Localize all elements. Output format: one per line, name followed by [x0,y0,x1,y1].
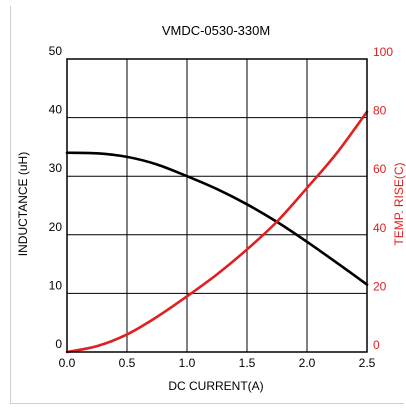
x-axis-label: DC CURRENT(A) [168,379,263,393]
plot-border [66,58,368,353]
x-tick-label: 1.5 [239,356,256,370]
x-tick-label: 2.0 [299,356,316,370]
x-tick-label: 1.0 [179,356,196,370]
y-right-tick-label: 0 [373,338,380,352]
y-right-tick-label: 100 [373,45,393,59]
x-tick-label: 0.0 [59,356,76,370]
chart-title: VMDC-0530-330M [162,23,270,38]
y-right-tick-label: 20 [373,279,387,293]
tick-labels: 0.0 0.5 1.0 1.5 2.0 2.5 0 10 20 30 40 50 0 20 40 60 80 10… [49,44,394,370]
y-axis-right-label: TEMP. RISE(C) [392,162,406,245]
x-tick-label: 0.5 [119,356,136,370]
chart-frame [10,6,404,404]
temp-rise-series-line [65,110,369,354]
y-left-tick-label: 10 [49,278,63,292]
y-left-tick-label: 50 [49,44,63,58]
grid [67,59,367,352]
y-left-tick-label: 20 [49,220,63,234]
y-left-tick-label: 30 [49,161,63,175]
y-right-tick-label: 60 [373,162,387,176]
y-left-tick-label: 40 [49,103,63,117]
y-axis-left-label: INDUCTANCE (uH) [16,152,30,256]
series-group [65,110,369,354]
inductance-series-line [65,151,369,286]
y-right-tick-label: 80 [373,104,387,118]
y-left-tick-label: 0 [55,337,62,351]
x-tick-label: 2.5 [359,356,376,370]
y-right-tick-label: 40 [373,221,387,235]
